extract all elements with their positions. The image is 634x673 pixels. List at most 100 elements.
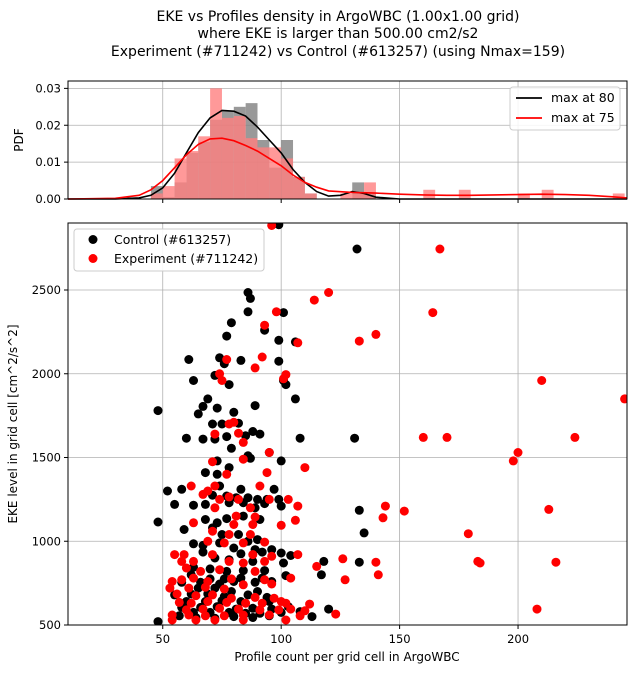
scatter-point-experiment — [255, 605, 265, 615]
hist-bar-experiment — [186, 151, 199, 199]
scatter-point-control — [248, 613, 258, 622]
scatter-point-experiment — [181, 563, 191, 573]
pdf-y-tick-label: 0.00 — [35, 192, 61, 206]
scatter-point-experiment — [203, 536, 213, 546]
scatter-point-experiment — [186, 481, 196, 491]
scatter-point-experiment — [184, 583, 194, 593]
scatter-point-experiment — [184, 610, 194, 620]
title-line-2: where EKE is larger than 500.00 cm2/s2 — [198, 26, 479, 42]
scatter-point-experiment — [428, 308, 438, 318]
scatter-legend: Control (#613257) Experiment (#711242) — [73, 228, 265, 272]
scatter-point-experiment — [210, 615, 220, 625]
scatter-point-control — [217, 419, 227, 429]
scatter-point-control — [212, 403, 222, 413]
scatter-point-experiment — [312, 561, 322, 571]
scatter-point-experiment — [338, 554, 348, 564]
scatter-point-experiment — [380, 501, 390, 511]
hist-bar-experiment — [281, 158, 294, 199]
scatter-point-experiment — [222, 597, 232, 607]
scatter-point-experiment — [442, 432, 452, 442]
scatter-point-experiment — [191, 591, 201, 601]
scatter-point-control — [203, 394, 213, 404]
scatter-points — [153, 223, 627, 625]
hist-bar-experiment — [340, 193, 353, 199]
scatter-point-experiment — [234, 428, 243, 438]
scatter-point-experiment — [248, 520, 258, 529]
legend-label-control: Control (#613257) — [114, 232, 231, 247]
pdf-axes-frame — [67, 80, 628, 200]
scatter-point-experiment — [179, 550, 189, 560]
legend-label-control-kde: max at 80 — [551, 90, 615, 105]
scatter-point-experiment — [219, 611, 229, 621]
pdf-histogram-bars — [150, 88, 625, 199]
scatter-point-control — [250, 577, 260, 587]
scatter-point-control — [274, 356, 284, 366]
scatter-point-control — [205, 564, 215, 574]
pdf-legend: max at 80 max at 75 — [509, 86, 621, 131]
hist-bar-experiment — [612, 193, 625, 199]
scatter-x-tick-label: 150 — [389, 632, 411, 646]
scatter-y-tick-label: 2500 — [32, 283, 61, 297]
hist-bar-control — [352, 182, 365, 199]
scatter-point-experiment — [331, 609, 341, 619]
scatter-point-experiment — [264, 610, 274, 620]
kde-line-experiment — [67, 137, 628, 200]
scatter-point-control — [253, 535, 262, 545]
scatter-point-experiment — [570, 432, 580, 442]
scatter-point-control — [222, 331, 232, 341]
scatter-panel: 50 100 150 200 500 1000 1500 2000 2500 Profile … — [6, 222, 628, 664]
scatter-point-control — [212, 469, 222, 479]
scatter-point-experiment — [238, 558, 248, 568]
scatter-point-control — [222, 432, 232, 442]
scatter-point-control — [170, 499, 180, 509]
scatter-point-experiment — [544, 504, 554, 514]
pdf-y-axis-label: PDF — [12, 128, 26, 151]
scatter-point-experiment — [274, 605, 284, 615]
scatter-y-axis-label: EKE level in grid cell [cm^2/s^2] — [6, 324, 20, 523]
pdf-y-tick-label: 0.01 — [35, 155, 61, 169]
hist-bar-experiment — [364, 182, 376, 199]
scatter-point-experiment — [260, 575, 270, 585]
scatter-point-experiment — [399, 506, 409, 516]
scatter-point-experiment — [293, 338, 303, 348]
scatter-point-control — [253, 494, 262, 504]
scatter-point-experiment — [238, 615, 248, 625]
scatter-point-experiment — [248, 550, 258, 560]
scatter-point-experiment — [210, 503, 220, 513]
scatter-point-control — [269, 484, 279, 494]
scatter-point-experiment — [340, 575, 350, 585]
scatter-point-experiment — [250, 592, 260, 602]
scatter-point-experiment — [203, 597, 213, 606]
scatter-point-experiment — [513, 448, 523, 457]
scatter-point-experiment — [532, 604, 542, 614]
scatter-point-control — [229, 612, 239, 622]
scatter-point-experiment — [200, 582, 210, 592]
scatter-point-control — [274, 335, 284, 345]
scatter-point-experiment — [198, 489, 208, 499]
scatter-point-experiment — [508, 456, 518, 466]
scatter-point-control — [198, 547, 208, 557]
scatter-point-experiment — [208, 550, 217, 560]
scatter-point-control — [200, 468, 210, 478]
scatter-point-experiment — [255, 481, 265, 491]
hist-bar-experiment — [174, 158, 187, 199]
scatter-point-experiment — [324, 288, 334, 297]
scatter-point-experiment — [222, 355, 232, 364]
scatter-point-experiment — [226, 574, 236, 584]
scatter-point-experiment — [208, 526, 217, 536]
scatter-point-control — [276, 501, 286, 511]
scatter-point-control — [189, 376, 198, 385]
scatter-point-experiment — [267, 579, 277, 589]
scatter-point-experiment — [250, 363, 260, 373]
scatter-point-control — [274, 223, 284, 230]
scatter-point-control — [193, 583, 203, 593]
scatter-point-control — [189, 500, 198, 510]
scatter-point-control — [236, 484, 246, 494]
scatter-point-experiment — [276, 520, 286, 530]
scatter-point-control — [279, 558, 288, 568]
scatter-point-control — [193, 409, 203, 419]
scatter-point-experiment — [245, 503, 255, 513]
scatter-point-control — [200, 515, 210, 524]
scatter-point-control — [181, 433, 191, 443]
hist-bar-experiment — [293, 176, 305, 199]
